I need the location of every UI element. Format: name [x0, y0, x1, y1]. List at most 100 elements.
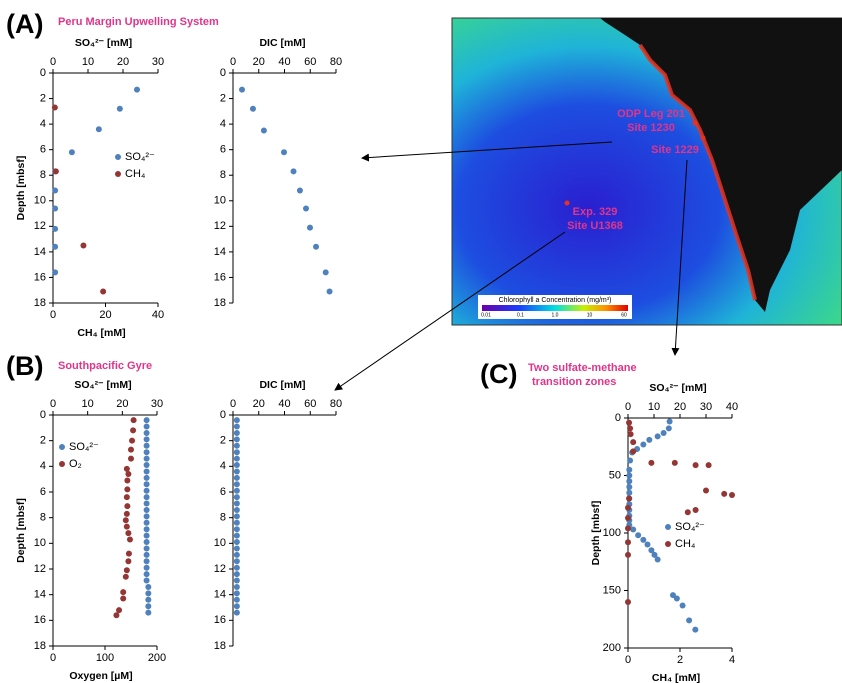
point — [667, 418, 673, 424]
x-tick-label: 0 — [625, 401, 631, 413]
point — [234, 443, 240, 449]
point — [144, 475, 150, 481]
x-tick-label: 10 — [82, 56, 94, 68]
x-tick-label: 0 — [230, 398, 236, 410]
point — [144, 468, 150, 474]
legend-label: SO₄²⁻ — [69, 441, 99, 453]
point — [144, 513, 150, 519]
point — [234, 449, 240, 455]
point — [144, 462, 150, 468]
point — [645, 542, 651, 548]
colorbar-title: Chlorophyll a Concentration (mg/m³) — [499, 297, 612, 304]
point — [123, 517, 129, 523]
point — [234, 456, 240, 462]
point — [80, 243, 86, 249]
x-tick-label: 0 — [230, 56, 236, 68]
point — [655, 556, 661, 562]
y-tick-label: 14 — [34, 246, 46, 258]
point — [234, 481, 240, 487]
y-tick-label: 8 — [220, 169, 226, 181]
point — [125, 530, 131, 536]
point — [234, 603, 240, 609]
x2-tick-label: 0 — [50, 652, 56, 664]
x-tick-label: 10 — [82, 398, 94, 410]
point — [625, 539, 631, 545]
point — [124, 466, 130, 472]
point — [144, 507, 150, 513]
point — [52, 269, 58, 275]
y-tick-label: 16 — [214, 614, 226, 626]
point — [706, 462, 712, 468]
site-label: Site 1229 — [651, 144, 699, 156]
y-axis-label: Depth [mbsf] — [15, 498, 27, 563]
y-tick-label: 6 — [40, 144, 46, 156]
point — [672, 460, 678, 466]
point — [234, 436, 240, 442]
legend-marker — [115, 154, 121, 160]
panel-title: Two sulfate-methane — [528, 362, 637, 374]
colorbar — [482, 305, 628, 311]
point — [239, 87, 245, 93]
point — [693, 462, 699, 468]
point — [144, 526, 150, 532]
point — [674, 596, 680, 602]
point — [116, 607, 122, 613]
colorbar-tick: 1.0 — [552, 312, 559, 318]
point — [234, 526, 240, 532]
point — [628, 431, 634, 437]
y-tick-label: 18 — [214, 297, 226, 309]
point — [144, 488, 150, 494]
point — [234, 501, 240, 507]
point — [625, 515, 631, 521]
y-tick-label: 18 — [214, 640, 226, 652]
colorbar-tick: 0.1 — [517, 312, 524, 318]
x2-axis-label: CH₄ [mM] — [652, 672, 700, 683]
point — [117, 106, 123, 112]
x-axis-label: SO₄²⁻ [mM] — [74, 379, 131, 391]
y-tick-label: 18 — [34, 640, 46, 652]
point — [626, 473, 632, 479]
point — [630, 439, 636, 445]
point — [234, 610, 240, 616]
point — [144, 494, 150, 500]
point — [281, 149, 287, 155]
legend-label: SO₄²⁻ — [675, 521, 705, 533]
y-tick-label: 18 — [34, 297, 46, 309]
point — [124, 494, 130, 500]
x2-axis-label: CH₄ [mM] — [77, 327, 125, 339]
y-tick-label: 16 — [214, 271, 226, 283]
y-tick-label: 12 — [214, 563, 226, 575]
y-tick-label: 4 — [220, 118, 226, 130]
point — [131, 417, 137, 423]
point — [234, 584, 240, 590]
point — [130, 427, 136, 433]
point — [234, 424, 240, 430]
panel-title: Peru Margin Upwelling System — [58, 16, 219, 28]
panel-label: (C) — [480, 359, 517, 389]
x-tick-label: 10 — [648, 401, 660, 413]
y-tick-label: 2 — [220, 435, 226, 447]
point — [144, 481, 150, 487]
point — [626, 467, 632, 473]
y-tick-label: 8 — [40, 512, 46, 524]
point — [144, 417, 150, 423]
point — [234, 545, 240, 551]
y-tick-label: 6 — [40, 486, 46, 498]
y-tick-label: 4 — [40, 118, 46, 130]
point — [145, 603, 151, 609]
legend-label: O₂ — [69, 458, 82, 470]
y-tick-label: 16 — [34, 614, 46, 626]
x-tick-label: 30 — [151, 398, 163, 410]
legend-marker — [665, 541, 671, 547]
point — [120, 596, 126, 602]
point — [144, 539, 150, 545]
panel-label: (B) — [6, 351, 43, 381]
y-tick-label: 6 — [220, 144, 226, 156]
point — [646, 437, 652, 443]
point — [627, 425, 633, 431]
point — [627, 458, 633, 464]
x-tick-label: 40 — [726, 401, 738, 413]
point — [625, 525, 631, 531]
point — [234, 430, 240, 436]
y-tick-label: 2 — [40, 92, 46, 104]
